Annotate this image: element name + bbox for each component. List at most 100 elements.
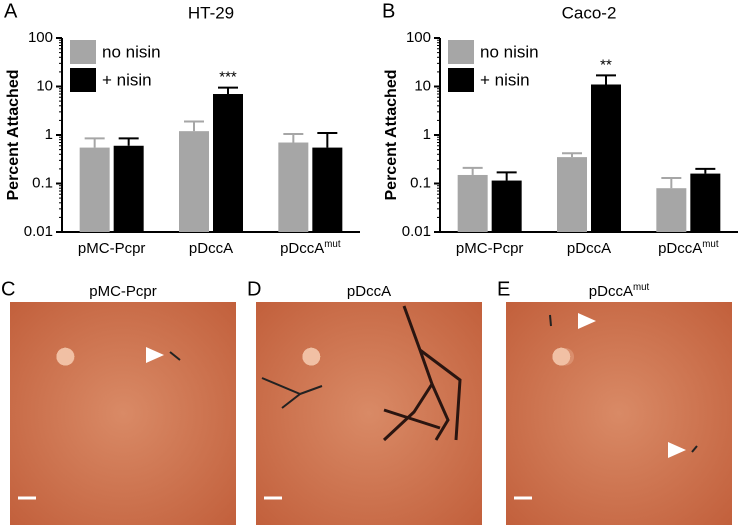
cell [552,347,571,366]
panel-title-base: pDccA [347,283,391,300]
panel-label: B [382,0,395,22]
x-tick-label: pDccA [189,240,233,257]
cell [552,347,571,366]
cell [302,347,321,366]
cell [552,347,571,366]
filament [261,377,323,409]
cell [56,347,75,366]
cell [56,347,75,366]
cell [302,347,321,366]
cell [56,347,75,366]
cell [56,347,75,366]
y-tick-label: 1 [423,126,431,143]
cell [56,347,75,366]
cell [302,347,321,366]
cell [56,347,75,366]
cell [552,347,571,366]
cell [56,347,75,366]
x-tick-label: pMC-Pcpr [456,240,524,257]
cell [302,347,321,366]
panel-title: pDccAmut [589,281,650,300]
cell [302,347,321,366]
cell [302,347,321,366]
bar [690,173,721,232]
cell [302,347,321,366]
cell [56,347,75,366]
cell [302,347,321,366]
cell [302,347,321,366]
cell [302,347,321,366]
cell [552,347,571,366]
cell [552,347,571,366]
cell [56,347,75,366]
cell [302,347,321,366]
cell [552,347,571,366]
legend-label: + nisin [480,70,530,89]
cell [302,347,321,366]
cell [57,347,75,366]
y-axis-label: Percent Attached [383,70,400,201]
legend-label: + nisin [102,70,152,89]
cell [56,347,75,366]
x-tick-label: pDccAmut [280,238,341,257]
cell [552,347,571,366]
cell [302,347,321,366]
cell [56,347,75,366]
cell [552,347,571,366]
legend-swatch [70,40,96,64]
cell [56,347,75,366]
cell [302,347,321,366]
cell [302,347,321,366]
legend-label: no nisin [102,42,161,61]
cell [56,347,75,366]
cell [552,347,571,366]
bar [557,157,587,232]
cell [56,347,75,366]
y-tick-label: 1 [45,126,53,143]
bacterium [691,445,698,453]
y-tick-label: 0.1 [32,174,53,191]
panel-label: C [1,278,15,300]
cell [56,347,75,366]
cell [552,347,571,366]
cell [552,347,571,366]
cell [56,347,75,366]
significance: ** [600,56,612,73]
cell [56,347,75,366]
cell [552,347,571,366]
cell [302,347,321,366]
cell [302,347,321,366]
y-tick-label: 0.01 [402,223,431,240]
cell [552,347,571,366]
y-tick-label: 100 [406,29,431,46]
cell [302,347,321,366]
cell [56,347,75,366]
cell [302,347,321,366]
cell [302,347,321,366]
filament [382,305,462,442]
cell [552,347,571,366]
cell [552,347,571,366]
legend-swatch [70,68,96,92]
cell [552,347,571,366]
panel-title-sup: mut [633,281,650,292]
bar [656,188,687,232]
cell [56,347,75,366]
cell [56,347,75,366]
cell [302,347,321,366]
cell [302,347,321,366]
cell [302,347,321,366]
cell [552,347,571,366]
cell [302,347,321,366]
panel-title-base: pMC-Pcpr [89,283,157,300]
cell [552,347,571,366]
cell [552,347,571,366]
cell [302,347,321,366]
micrograph [10,302,236,525]
bar [79,147,110,232]
cell [56,347,75,366]
x-tick-label: pDccA [567,240,611,257]
cell [56,347,75,366]
cell [56,347,75,366]
cell [56,347,75,366]
